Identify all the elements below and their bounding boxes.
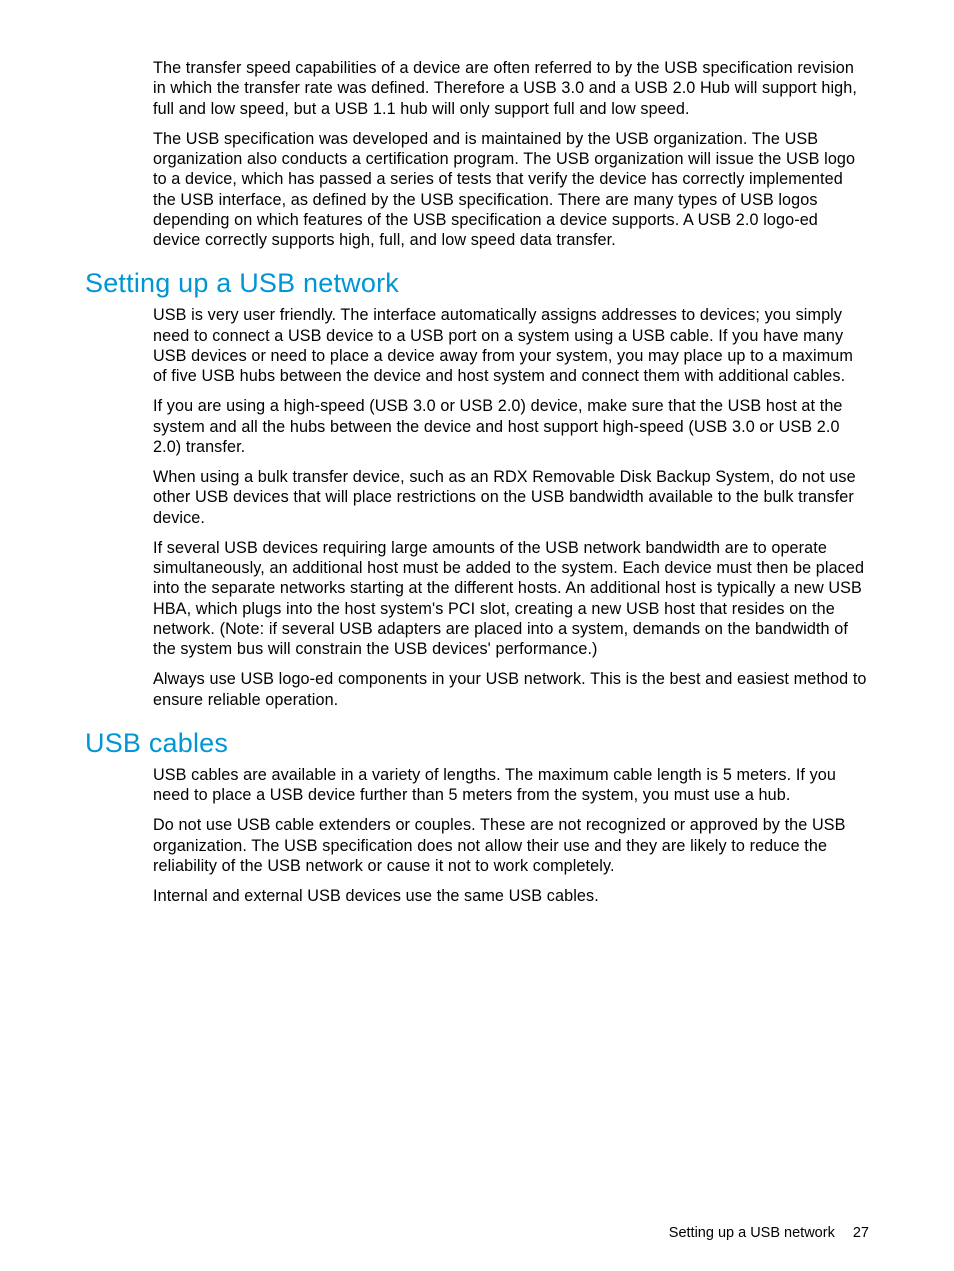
body-paragraph: When using a bulk transfer device, such … [153, 467, 869, 528]
section-heading-usb-network: Setting up a USB network [85, 268, 869, 299]
page: The transfer speed capabilities of a dev… [0, 0, 954, 1271]
body-paragraph: If you are using a high-speed (USB 3.0 o… [153, 396, 869, 457]
section-heading-usb-cables: USB cables [85, 728, 869, 759]
body-paragraph: The USB specification was developed and … [153, 129, 869, 251]
footer-text: Setting up a USB network [669, 1225, 835, 1241]
section-body-usb-cables: USB cables are available in a variety of… [153, 765, 869, 907]
body-paragraph: The transfer speed capabilities of a dev… [153, 58, 869, 119]
body-paragraph: USB is very user friendly. The interface… [153, 305, 869, 386]
section-body-usb-network: USB is very user friendly. The interface… [153, 305, 869, 710]
intro-block: The transfer speed capabilities of a dev… [153, 58, 869, 250]
page-number: 27 [853, 1225, 869, 1241]
page-footer: Setting up a USB network 27 [669, 1225, 869, 1241]
body-paragraph: Always use USB logo-ed components in you… [153, 669, 869, 710]
body-paragraph: If several USB devices requiring large a… [153, 538, 869, 660]
body-paragraph: Do not use USB cable extenders or couple… [153, 815, 869, 876]
body-paragraph: USB cables are available in a variety of… [153, 765, 869, 806]
body-paragraph: Internal and external USB devices use th… [153, 886, 869, 906]
